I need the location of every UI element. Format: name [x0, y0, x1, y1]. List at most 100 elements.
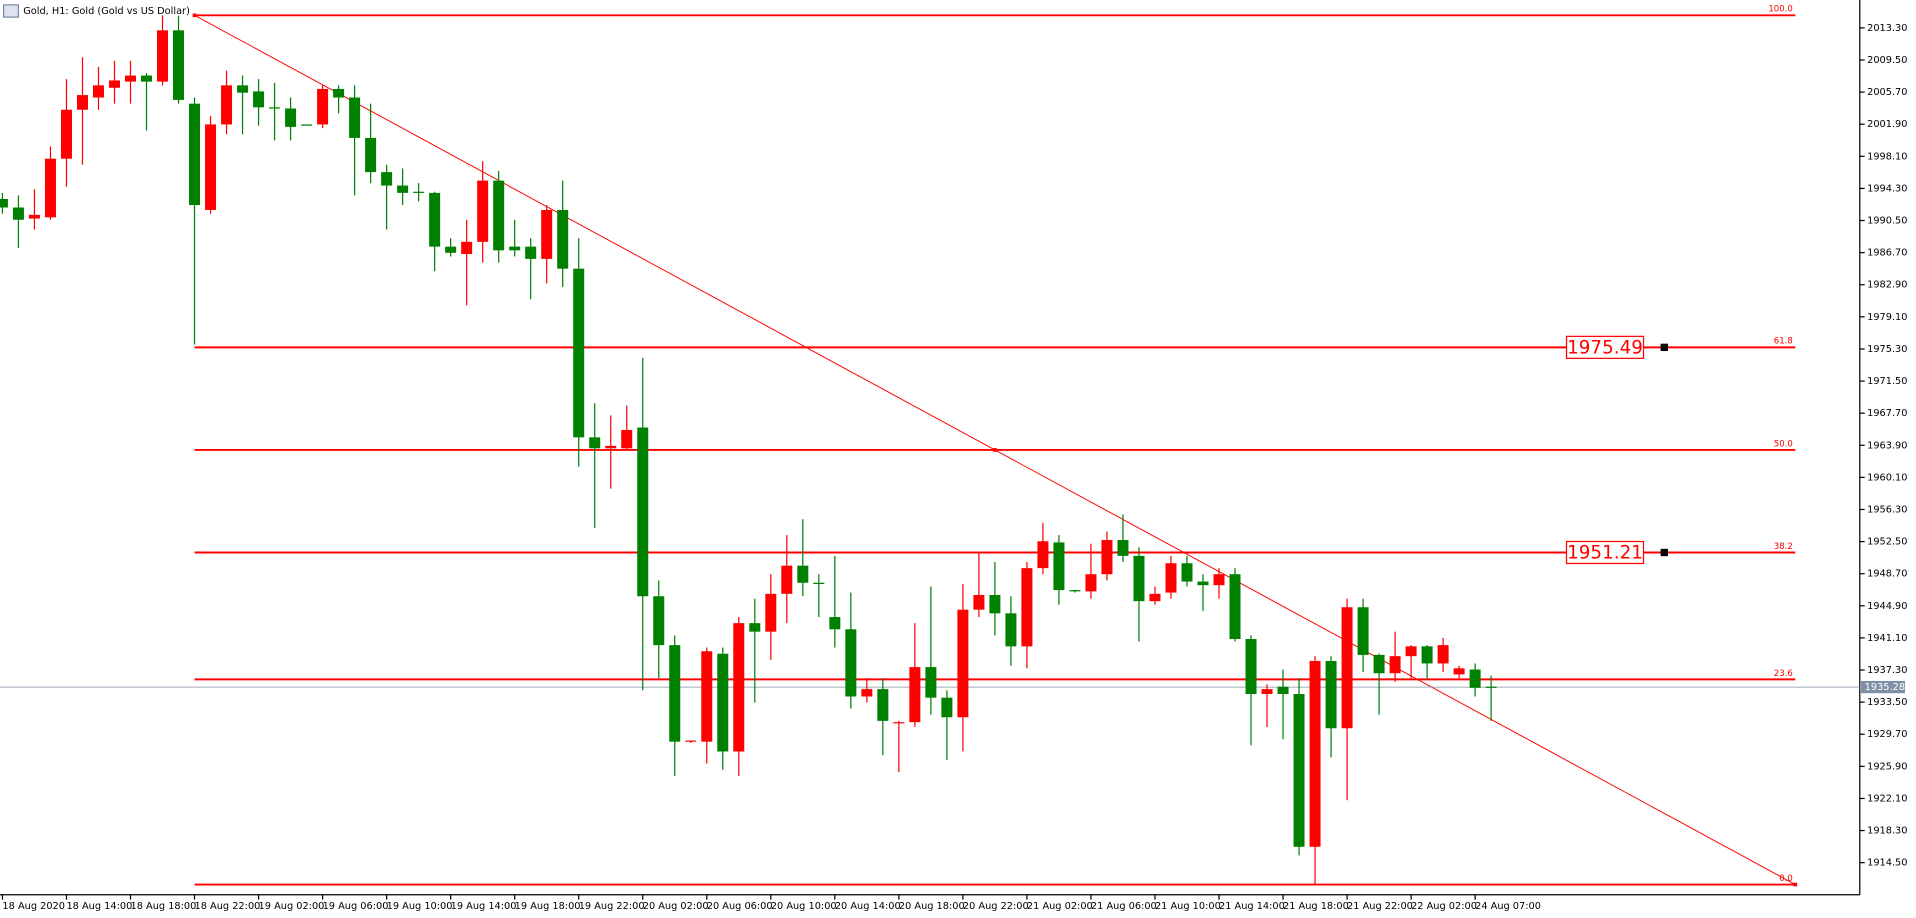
price-box-anchor [1660, 548, 1668, 557]
candle-body [1469, 669, 1481, 688]
chart-title: Gold, H1: Gold (Gold vs US Dollar) [23, 6, 190, 17]
fib-level-label: 0.0 [1779, 874, 1793, 884]
x-tick-label: 22 Aug 02:00 [1411, 901, 1477, 912]
candle-body [845, 629, 857, 697]
candle-body [317, 88, 329, 125]
fib-anchor [192, 13, 197, 18]
candle-body [989, 594, 1001, 614]
candle-body [28, 214, 40, 219]
candle-body [877, 689, 889, 721]
candle-body [1293, 694, 1305, 847]
candle-body [1389, 656, 1401, 674]
candle-body [941, 697, 953, 718]
candle-body [1085, 574, 1097, 592]
y-tick-label: 1971.50 [1867, 376, 1907, 387]
x-tick-label: 18 Aug 2020 [2, 901, 65, 912]
candle-body [925, 667, 937, 698]
fib-level-label: 61.8 [1774, 337, 1793, 347]
candle-body [493, 180, 505, 251]
x-tick-label: 21 Aug 14:00 [1219, 901, 1285, 912]
y-tick-label: 1948.70 [1867, 569, 1907, 580]
candle-body [349, 97, 361, 138]
candle-body [381, 172, 393, 186]
candle-body [893, 722, 905, 724]
y-tick-label: 1990.50 [1867, 216, 1907, 227]
candle-body [733, 623, 745, 752]
candle-body [813, 582, 825, 585]
y-tick-label: 1933.50 [1867, 697, 1907, 708]
candle-body [541, 209, 553, 259]
candle-body [669, 645, 681, 742]
candle-body [1213, 574, 1225, 586]
price-box-label: 1975.49 [1567, 338, 1643, 359]
candle-body [205, 124, 217, 210]
candle-body [829, 617, 841, 630]
candle-body [1197, 581, 1209, 586]
candle-body [92, 85, 104, 98]
y-tick-label: 1982.90 [1867, 280, 1907, 291]
candle-body [157, 30, 169, 82]
y-tick-label: 1956.30 [1867, 504, 1907, 515]
candle-body [749, 623, 761, 632]
candle-body [333, 88, 345, 98]
candle-body [861, 689, 873, 697]
y-tick-label: 2013.30 [1867, 23, 1907, 34]
fib-level-label: 38.2 [1774, 542, 1793, 552]
candle-body [797, 565, 809, 583]
x-tick-label: 20 Aug 02:00 [643, 901, 709, 912]
fib-level-label: 23.6 [1774, 669, 1793, 679]
candle-body [1373, 654, 1385, 674]
x-tick-label: 18 Aug 22:00 [195, 901, 261, 912]
candle-body [1021, 568, 1033, 647]
x-tick-label: 19 Aug 10:00 [387, 901, 453, 912]
y-tick-label: 2001.90 [1867, 119, 1907, 130]
candle-body [909, 667, 921, 723]
candle-body [253, 91, 265, 108]
price-box [1565, 540, 1645, 565]
price-box [1565, 335, 1645, 359]
candle-body [1165, 563, 1177, 593]
candle-body [301, 124, 313, 126]
candle-body [1341, 607, 1353, 729]
candle-body [1309, 660, 1321, 847]
candle-body [957, 609, 969, 718]
candle-body [285, 108, 297, 127]
candle-body [221, 85, 233, 125]
fib-anchor [993, 448, 997, 452]
candle-body [1069, 590, 1081, 592]
candle-body [141, 75, 153, 82]
x-tick-label: 24 Aug 07:00 [1475, 901, 1541, 912]
candle-body [973, 594, 985, 610]
y-tick-label: 1952.50 [1867, 537, 1907, 548]
fib-anchor [1793, 882, 1798, 887]
candle-body [589, 437, 601, 449]
x-tick-label: 20 Aug 18:00 [899, 901, 965, 912]
candle-body [397, 185, 409, 193]
x-tick-label: 19 Aug 22:00 [579, 901, 645, 912]
x-tick-label: 19 Aug 06:00 [323, 901, 389, 912]
candle-body [1261, 689, 1273, 695]
candle-body [477, 180, 489, 242]
y-tick-label: 1960.10 [1867, 472, 1907, 483]
y-tick-label: 1918.30 [1867, 826, 1907, 837]
candle-body [125, 75, 137, 82]
x-tick-label: 20 Aug 14:00 [835, 901, 901, 912]
y-tick-label: 1975.30 [1867, 344, 1907, 355]
last-price-label: 1935.28 [1865, 682, 1905, 693]
candle-body [685, 740, 697, 742]
candle-body [605, 445, 617, 449]
candle-body [429, 192, 441, 247]
x-tick-label: 21 Aug 10:00 [1155, 901, 1221, 912]
y-tick-label: 1986.70 [1867, 248, 1907, 259]
candle-body [189, 103, 201, 206]
candle-body [12, 207, 24, 220]
candle-body [1229, 574, 1241, 640]
y-tick-label: 1925.90 [1867, 761, 1907, 772]
candle-body [1437, 645, 1449, 664]
candle-body [1053, 542, 1065, 591]
candle-body [1181, 563, 1193, 582]
x-tick-label: 19 Aug 02:00 [259, 901, 325, 912]
candle-body [0, 198, 8, 208]
